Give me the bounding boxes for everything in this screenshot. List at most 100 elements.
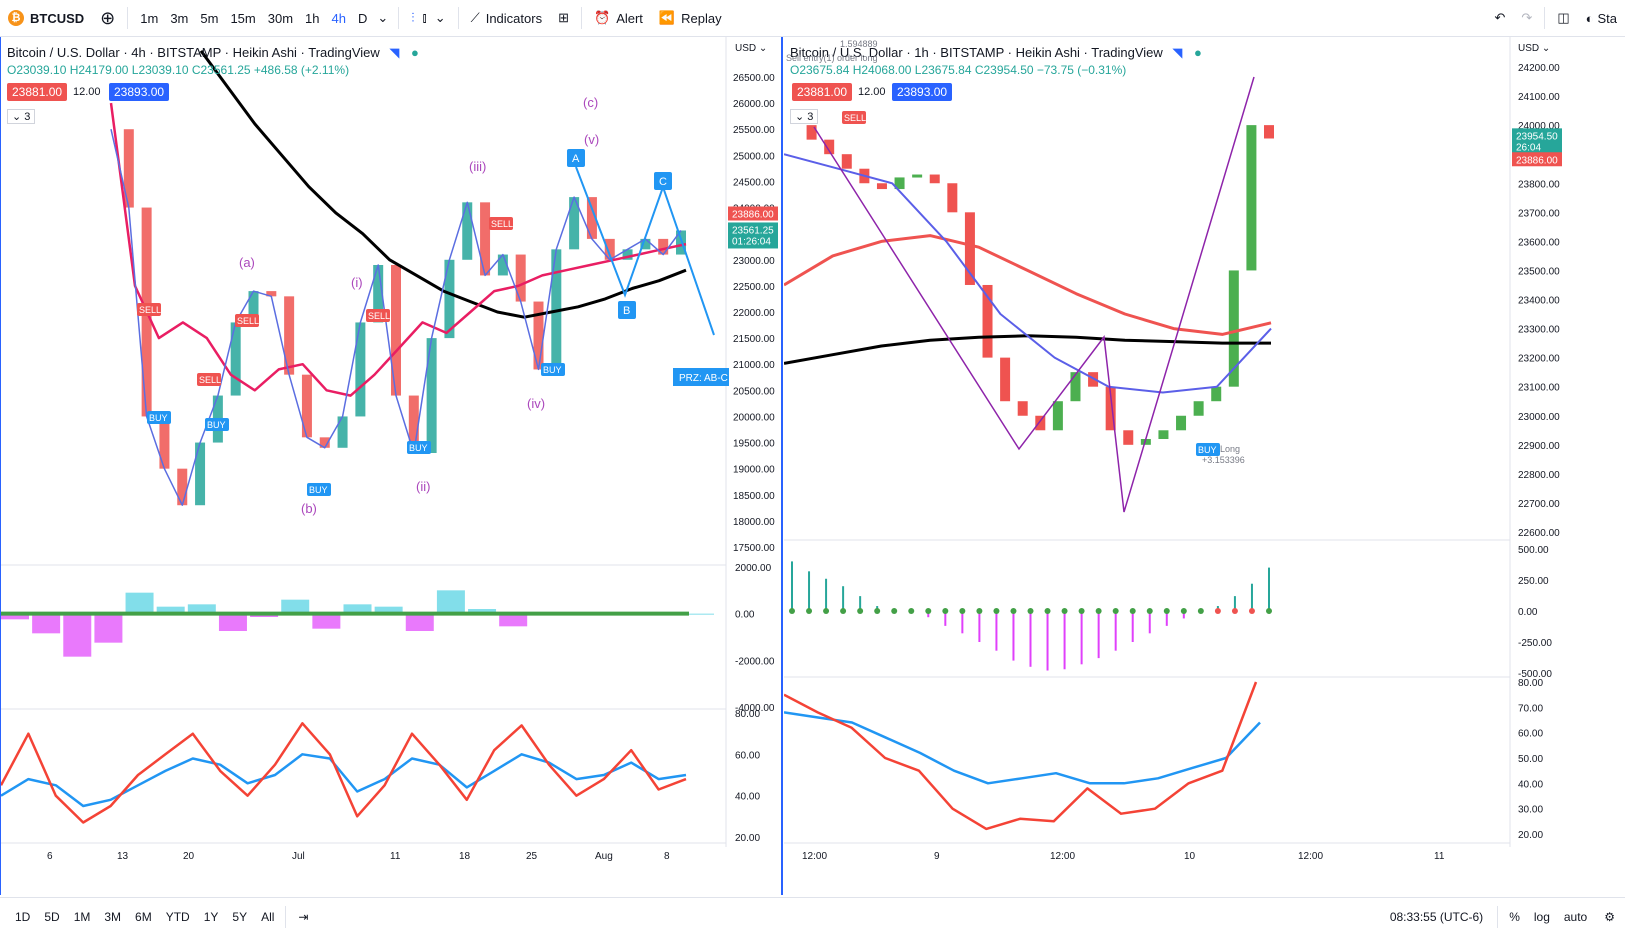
left-candle (284, 296, 294, 374)
left-price-tick-label: 19500.00 (733, 439, 775, 450)
left-wave-label: (a) (239, 255, 255, 270)
left-ohlc: O23039.10 H24179.00 L23039.10 C23561.25 … (7, 63, 349, 77)
left-candle (427, 338, 437, 453)
alarm-clock-icon: ⏰ (594, 10, 610, 26)
right-histogram-dot (1215, 608, 1221, 614)
left-signal-label: BUY (207, 420, 226, 430)
auto-toggle[interactable]: auto (1557, 910, 1594, 924)
right-candle (877, 183, 887, 189)
right-price-tick-label: 24100.00 (1518, 92, 1560, 103)
left-chart-canvas[interactable]: USD ⌄ 26500.00 26000.00 25500.00 25000.00 245… (1, 37, 781, 895)
right-rsi-slow-line (784, 712, 1260, 783)
log-toggle[interactable]: log (1527, 910, 1557, 924)
left-price-tick-label: 24500.00 (733, 177, 775, 188)
right-rsi-tick-label: 80.00 (1518, 678, 1543, 689)
range-3m[interactable]: 3M (97, 910, 128, 924)
interval-30m[interactable]: 30m (262, 11, 299, 26)
divider (1544, 7, 1545, 29)
left-last-price: 23561.25 (732, 225, 774, 236)
stats-button[interactable]: ◐ Sta (1578, 0, 1625, 36)
percent-toggle[interactable]: % (1502, 910, 1527, 924)
range-all[interactable]: All (254, 910, 281, 924)
left-price-tick-label: 23000.00 (733, 256, 775, 267)
left-rsi-tick-label: 60.00 (735, 750, 760, 761)
alert-button[interactable]: ⏰ Alert (586, 0, 651, 36)
interval-3m[interactable]: 3m (164, 11, 194, 26)
left-sell-price[interactable]: 23881.00 (7, 83, 67, 101)
left-price-tick-label: 25000.00 (733, 151, 775, 162)
right-histogram-dot (1096, 608, 1102, 614)
right-sell-price[interactable]: 23881.00 (792, 83, 852, 101)
left-chart-pane[interactable]: USD ⌄ 26500.00 26000.00 25500.00 25000.00 245… (0, 37, 783, 895)
left-histogram-bar (32, 614, 60, 634)
range-ytd[interactable]: YTD (159, 910, 197, 924)
interval-d[interactable]: D (352, 11, 373, 26)
chevron-down-icon[interactable]: ⌄ (373, 10, 392, 26)
undo-button[interactable]: ↶ (1487, 0, 1514, 36)
compare-button[interactable]: ⊕ (92, 0, 123, 36)
right-chart-pane[interactable]: USD ⌄24200.0024100.0024000.0023900.00238… (784, 37, 1625, 895)
layout-button[interactable]: ◫ (1549, 0, 1577, 36)
interval-5m[interactable]: 5m (194, 11, 224, 26)
right-histogram-dot (925, 608, 931, 614)
right-candle (1035, 416, 1045, 431)
right-price-tick-label: 23500.00 (1518, 266, 1560, 277)
clock-time[interactable]: 08:33:55 (UTC-6) (1380, 910, 1493, 924)
symbol-search[interactable]: ₿ BTCUSD (0, 0, 92, 36)
interval-4h[interactable]: 4h (326, 11, 352, 26)
right-price-tick-label: 23100.00 (1518, 383, 1560, 394)
left-price-tick-label: 21500.00 (733, 334, 775, 345)
right-time-tick-label: 10 (1184, 851, 1196, 862)
range-1y[interactable]: 1Y (197, 910, 226, 924)
left-buy-price[interactable]: 23893.00 (109, 83, 169, 101)
left-histogram-bar (686, 614, 714, 615)
right-candle (1123, 430, 1133, 445)
stats-toggle-icon: ◐ (1586, 11, 1594, 26)
range-6m[interactable]: 6M (128, 910, 159, 924)
templates-button[interactable]: ⊞ (550, 0, 577, 36)
right-price-tick-label: 24200.00 (1518, 63, 1560, 74)
range-5y[interactable]: 5Y (225, 910, 254, 924)
right-price-tick-label: 23400.00 (1518, 296, 1560, 307)
interval-1h[interactable]: 1h (299, 11, 325, 26)
chart-settings-icon[interactable]: ⚙ (1594, 910, 1625, 924)
left-collapse-badge[interactable]: ⌄ 3 (7, 109, 35, 124)
left-signal-label: BUY (149, 413, 168, 423)
right-candle (1211, 387, 1221, 402)
right-price-tick-label: 23600.00 (1518, 237, 1560, 248)
right-candle (1176, 416, 1186, 431)
left-histogram-bar (94, 614, 122, 643)
right-price-tick-label: 23000.00 (1518, 412, 1560, 423)
right-histogram-dot (840, 608, 846, 614)
range-5d[interactable]: 5D (37, 910, 66, 924)
left-candle (177, 469, 187, 506)
range-1m[interactable]: 1M (67, 910, 98, 924)
indicators-button[interactable]: ⟋ Indicators (463, 0, 550, 36)
right-last-price: 23954.50 (1516, 131, 1558, 142)
redo-button[interactable]: ↷ (1513, 0, 1540, 36)
left-price-tick-label: 18000.00 (733, 517, 775, 528)
right-histogram-dot (1062, 608, 1068, 614)
interval-15m[interactable]: 15m (224, 11, 261, 26)
left-wave-label: (ii) (416, 479, 430, 494)
replay-button[interactable]: ⏪ Replay (651, 0, 730, 36)
left-price-tick-label: 20000.00 (733, 412, 775, 423)
right-chart-canvas[interactable]: USD ⌄24200.0024100.0024000.0023900.00238… (784, 37, 1625, 895)
left-price-tick-label: 26500.00 (733, 73, 775, 84)
right-buy-price[interactable]: 23893.00 (892, 83, 952, 101)
left-histogram-bar (219, 614, 247, 631)
range-1d[interactable]: 1D (8, 910, 37, 924)
range-group: 1D 5D 1M 3M 6M YTD 1Y 5Y All (0, 910, 281, 924)
divider (1497, 906, 1498, 928)
bar-style-button[interactable]: ⫶ ⫾ ⌄ (403, 0, 453, 36)
go-to-date-icon[interactable]: ⇥ (290, 910, 316, 924)
interval-1m[interactable]: 1m (134, 11, 164, 26)
left-time-tick-label: 25 (526, 851, 538, 862)
right-collapse-badge[interactable]: ⌄ 3 (790, 109, 818, 124)
right-price-tick-label: 22800.00 (1518, 470, 1560, 481)
flag-icon[interactable]: ◥ (389, 45, 399, 60)
flag-icon[interactable]: ◥ (1172, 45, 1182, 60)
right-buy-label: BUY (1198, 445, 1217, 455)
left-wave-label: (iv) (527, 396, 545, 411)
left-rsi-tick-label: 80.00 (735, 709, 760, 720)
